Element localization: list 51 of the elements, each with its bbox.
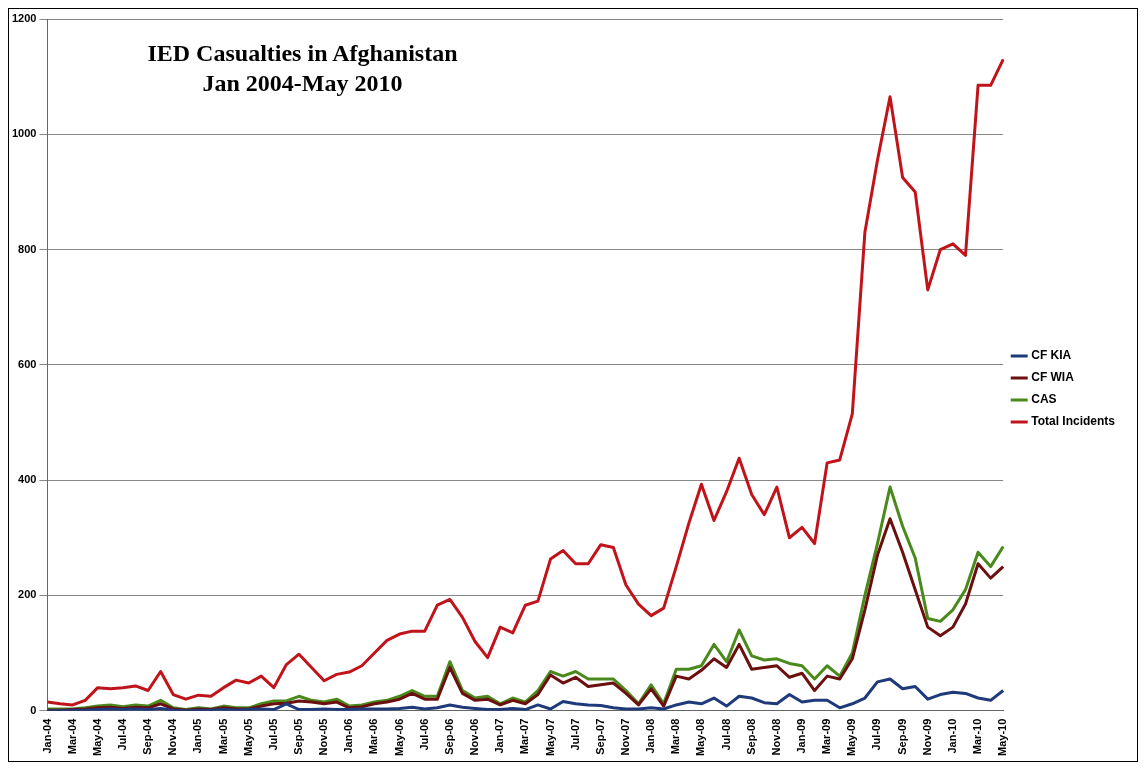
x-tick-label: Mar-07 — [518, 718, 531, 755]
x-tick-label: Mar-10 — [971, 718, 984, 755]
x-tick-label: Jul-05 — [266, 718, 279, 751]
x-tick-label: Nov-06 — [468, 718, 481, 756]
x-tick-label: May-07 — [543, 718, 556, 756]
x-tick-label: Mar-09 — [820, 718, 833, 755]
x-tick-label: Sep-09 — [895, 718, 908, 755]
x-tick-label: Nov-09 — [920, 718, 933, 756]
x-tick-label: May-10 — [996, 718, 1009, 756]
x-tick-label: Nov-07 — [618, 718, 631, 756]
x-tick-label: Jan-08 — [644, 718, 657, 754]
legend-label: CF KIA — [1031, 348, 1072, 363]
legend-label: CF WIA — [1031, 370, 1075, 385]
x-tick-label: Sep-08 — [744, 718, 757, 755]
legend-label: CAS — [1031, 392, 1057, 407]
x-tick-label: Jan-05 — [191, 718, 204, 754]
x-tick-label: Jul-08 — [719, 718, 732, 751]
x-tick-label: Sep-06 — [442, 718, 455, 755]
x-tick-label: May-09 — [845, 718, 858, 756]
x-tick-label: Jan-06 — [342, 718, 355, 754]
x-tick-label: Mar-08 — [669, 718, 682, 755]
y-tick-label: 1200 — [11, 12, 37, 25]
legend-label: Total Incidents — [1031, 414, 1116, 429]
x-tick-label: May-05 — [241, 718, 254, 756]
x-tick-label: Jan-10 — [945, 718, 958, 754]
x-tick-label: Mar-06 — [367, 718, 380, 755]
x-tick-label: Nov-05 — [317, 718, 330, 756]
y-tick-label: 800 — [18, 242, 37, 255]
x-tick-label: Jan-07 — [493, 718, 506, 754]
x-tick-label: May-08 — [694, 718, 707, 756]
text: IED Casualties in Afghanistan Jan 2004-May 2010 — [147, 40, 458, 96]
x-tick-label: Nov-08 — [769, 718, 782, 756]
x-tick-label: Sep-04 — [141, 717, 154, 755]
x-tick-label: Mar-04 — [65, 717, 78, 755]
x-tick-label: Nov-04 — [166, 717, 179, 756]
y-tick-label: 0 — [30, 703, 37, 716]
x-tick-label: Jul-07 — [568, 718, 581, 751]
x-tick-label: Jul-06 — [417, 718, 430, 751]
x-tick-label: Mar-05 — [216, 718, 229, 755]
x-tick-label: May-06 — [392, 718, 405, 756]
y-tick-label: 400 — [18, 473, 37, 486]
x-tick-label: Jul-04 — [115, 717, 128, 751]
y-tick-label: 200 — [18, 588, 37, 601]
x-tick-label: Jul-09 — [870, 718, 883, 751]
y-tick-label: 600 — [18, 357, 37, 370]
x-tick-label: Jan-04 — [40, 717, 53, 754]
x-tick-label: May-04 — [90, 717, 103, 756]
y-tick-label: 1000 — [11, 127, 37, 140]
x-tick-label: Sep-05 — [292, 718, 305, 755]
x-tick-label: Sep-07 — [593, 718, 606, 755]
x-tick-label: Jan-09 — [795, 718, 808, 754]
